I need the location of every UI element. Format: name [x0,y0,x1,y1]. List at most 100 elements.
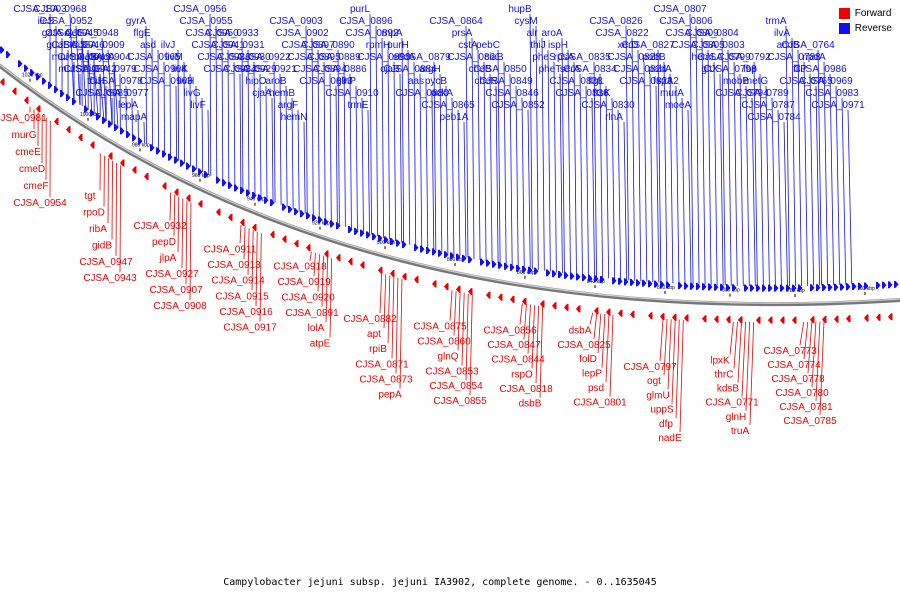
scale-tick-label: 780 kbp [787,288,805,294]
reverse-gene-glyph [324,218,329,226]
leader-line [655,85,660,283]
reverse-gene-glyph [750,284,755,292]
reverse-gene-glyph [744,284,749,292]
gene-label: murA [660,88,684,99]
gene-label: hupB [508,4,532,15]
gene-label: CJSA_0764 [781,40,835,51]
gene-label: lepA [118,100,138,111]
leader-line [251,229,254,291]
reverse-gene-glyph [576,273,581,281]
gene-label: CJSA_0920 [281,293,335,304]
leader-line [329,258,333,338]
leader-line [497,49,501,264]
leader-line [721,37,726,286]
gene-label: fliP [793,64,807,75]
forward-gene-glyph [186,194,191,202]
gene-label: CJSA_0904 [77,52,131,63]
gene-label: serA [560,64,581,75]
leader-line [739,73,744,286]
gene-label: CJSA_0891 [285,308,339,319]
reverse-swatch [838,23,850,34]
reverse-gene-glyph [336,222,341,230]
leader-line [183,61,186,164]
leader-line [573,61,577,275]
forward-gene-glyph [108,152,113,160]
leader-line [239,73,242,189]
leader-line [663,319,668,376]
reverse-gene-glyph [378,234,383,242]
reverse-gene-glyph [594,275,599,283]
gene-label: CJSA_0985 [75,88,129,99]
leader-line [819,321,825,415]
leader-line [375,25,378,237]
leader-line [291,97,294,210]
gene-label: CJSA_0847 [487,340,541,351]
reverse-gene-glyph [456,253,461,261]
gene-label: cheB [469,64,492,75]
leader-line [461,292,465,366]
reverse-gene-glyph [888,281,893,289]
leader-line [671,319,676,404]
reverse-gene-glyph [630,278,635,286]
leader-line [297,109,300,212]
reverse-gene-glyph [384,236,389,244]
reverse-gene-glyph [0,46,5,54]
gene-label: CJSA_0809 [665,28,719,39]
reverse-gene-glyph [684,282,689,290]
gene-label: CJSA_0952 [39,16,93,27]
leader-line [527,304,531,354]
leader-line [807,321,813,374]
gene-label: nadE [658,433,682,444]
leader-line [669,73,674,284]
reverse-gene-glyph [150,144,155,152]
leader-line [591,97,595,277]
gene-label: CJSA_0853 [425,366,479,377]
leader-line [189,202,192,301]
gene-label: hemN [281,112,308,123]
gene-label: CJSA_1003 [13,4,67,15]
leader-line [93,61,99,116]
gene-label: CJSA_0825 [557,340,611,351]
gene-label: CJSA_0977 [95,88,149,99]
reverse-gene-glyph [258,194,263,202]
gene-label: CJSA_0949 [57,52,111,63]
leader-line [713,61,718,286]
reverse-gene-glyph [552,270,557,278]
leader-line [605,314,610,383]
leader-line [675,85,680,284]
leader-line [523,303,527,340]
gene-label: cjaB [380,64,400,75]
gene-label: livM [165,52,183,63]
gene-label: apt [367,329,381,340]
gene-label: CJSA_0861 [447,52,501,63]
gene-label: lepP [582,369,602,380]
leader-line [679,319,684,433]
leader-line [815,321,821,401]
reverse-gene-glyph [582,274,587,282]
reverse-gene-glyph [486,259,491,267]
gene-label: CJSA_0936 [197,52,251,63]
reverse-gene-glyph [300,210,305,218]
reverse-gene-glyph [234,184,239,192]
reverse-gene-glyph [636,279,641,287]
leader-line [449,290,453,321]
gene-label: CJSA_0945 [45,28,99,39]
leader-line [695,25,700,285]
leader-line [119,165,122,273]
reverse-gene-glyph [354,227,359,235]
leader-line [745,85,750,287]
gene-label: trmE [347,100,368,111]
leader-line [675,319,680,418]
gene-label: CJSA_0855 [433,396,487,407]
leader-line [115,163,117,256]
gene-label: moeB [71,52,97,63]
reverse-gene-glyph [480,258,485,266]
forward-gene-glyph [216,208,221,216]
forward-gene-glyph [228,213,233,221]
scale-tick-label: 940 kbp [247,197,265,203]
leader-line [791,37,796,287]
gene-label: CJSA_0934 [203,64,257,75]
reverse-gene-glyph [786,284,791,292]
reverse-gene-glyph [570,272,575,280]
